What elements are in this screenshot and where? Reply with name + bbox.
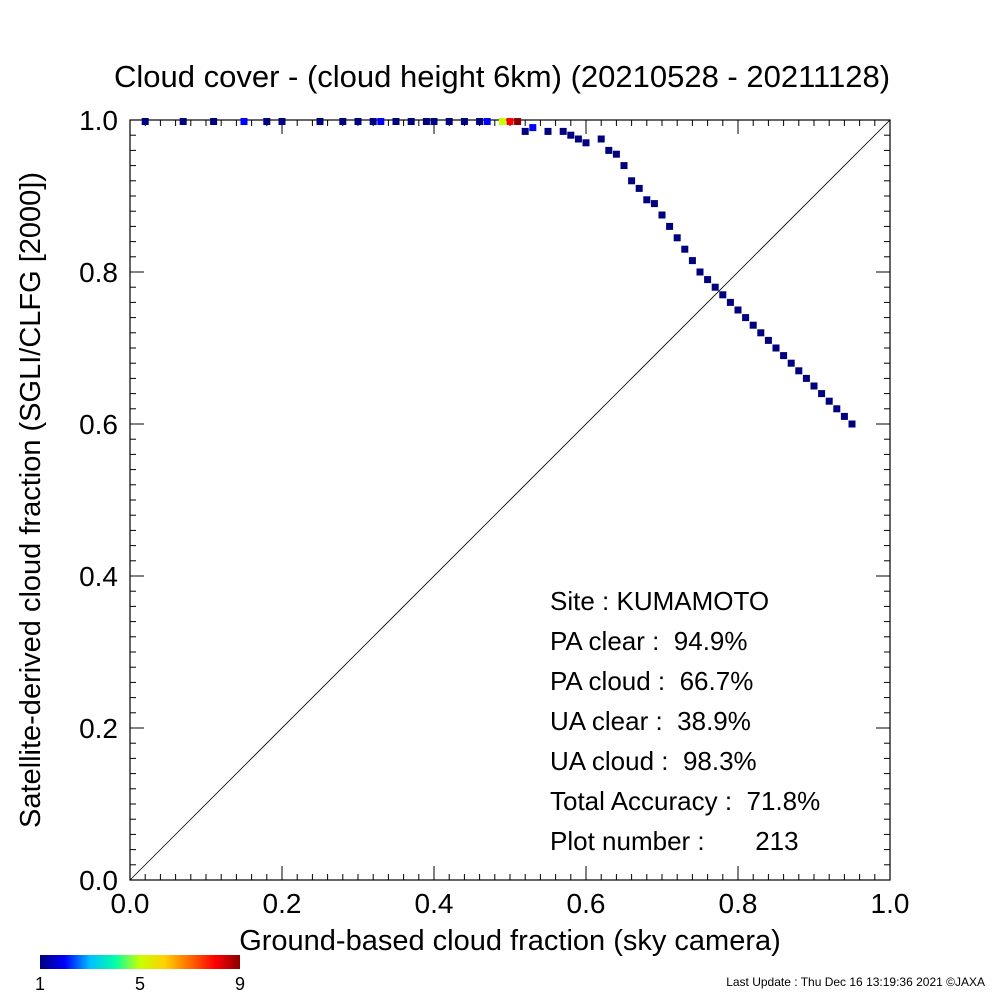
data-point xyxy=(210,118,218,126)
data-point xyxy=(278,118,286,126)
x-tick-label: 0.6 xyxy=(567,888,606,919)
data-point xyxy=(430,118,438,126)
data-point xyxy=(498,118,506,126)
y-tick-label: 0.8 xyxy=(79,257,118,288)
data-point xyxy=(711,283,719,291)
y-tick-label: 0.4 xyxy=(79,561,118,592)
data-point xyxy=(635,184,643,192)
x-axis-label: Ground-based cloud fraction (sky camera) xyxy=(239,925,781,957)
data-point xyxy=(514,118,522,126)
data-point xyxy=(628,177,636,185)
stats-line: PA clear : 94.9% xyxy=(550,626,748,656)
data-point xyxy=(749,321,757,329)
data-point xyxy=(559,127,567,135)
data-point xyxy=(734,306,742,314)
reference-line xyxy=(129,119,891,881)
y-tick-labels: 0.0 0.2 0.4 0.6 0.8 1.0 xyxy=(79,105,118,896)
data-point xyxy=(795,367,803,375)
x-tick-labels: 0.0 0.2 0.4 0.6 0.8 1.0 xyxy=(111,888,910,919)
stats-line: Total Accuracy : 71.8% xyxy=(550,786,820,816)
x-tick-label: 0.8 xyxy=(719,888,758,919)
footer-last-update: Last Update : Thu Dec 16 13:19:36 2021 ©… xyxy=(726,975,985,989)
data-point xyxy=(445,118,453,126)
data-point xyxy=(726,298,734,306)
data-point xyxy=(802,374,810,382)
data-point xyxy=(460,118,468,126)
x-tick-label: 0.4 xyxy=(415,888,454,919)
x-tick-label: 0.0 xyxy=(111,888,150,919)
axis-ticks xyxy=(129,119,891,881)
colorbar-labels: 1 5 9 xyxy=(35,974,245,994)
stats-line: UA cloud : 98.3% xyxy=(550,746,757,776)
y-axis-label: Satellite-derived cloud fraction (SGLI/C… xyxy=(15,172,47,828)
data-point xyxy=(643,196,651,204)
colorbar-tick-label: 9 xyxy=(235,974,245,994)
data-point xyxy=(141,118,149,126)
statistics-annotations: Site : KUMAMOTO PA clear : 94.9% PA cloud … xyxy=(550,586,820,856)
data-point xyxy=(574,135,582,143)
stats-line: PA cloud : 66.7% xyxy=(550,666,753,696)
stats-line: Plot number : 213 xyxy=(550,826,799,856)
data-point xyxy=(544,127,552,135)
data-point xyxy=(688,257,696,265)
data-point xyxy=(764,336,772,344)
data-point xyxy=(612,150,620,158)
data-point xyxy=(422,118,430,126)
data-point xyxy=(696,268,704,276)
data-point xyxy=(369,118,377,126)
data-point xyxy=(407,118,415,126)
colorbar-tick-label: 1 xyxy=(35,974,45,994)
data-point xyxy=(605,146,613,154)
data-point xyxy=(666,222,674,230)
y-tick-label: 0.0 xyxy=(79,865,118,896)
data-point xyxy=(567,131,575,139)
data-point xyxy=(658,211,666,219)
data-point xyxy=(263,118,271,126)
x-tick-label: 0.2 xyxy=(263,888,302,919)
data-point xyxy=(650,200,658,208)
data-point xyxy=(825,397,833,405)
data-point xyxy=(833,405,841,413)
data-point xyxy=(521,127,529,135)
y-tick-label: 0.6 xyxy=(79,409,118,440)
data-point xyxy=(719,291,727,299)
data-point xyxy=(840,412,848,420)
data-point xyxy=(681,245,689,253)
data-point xyxy=(620,162,628,170)
data-point xyxy=(787,359,795,367)
chart-title: Cloud cover - (cloud height 6km) (202105… xyxy=(114,59,890,94)
data-point xyxy=(780,352,788,360)
data-point xyxy=(673,234,681,242)
data-point xyxy=(757,329,765,337)
data-point xyxy=(704,276,712,284)
x-tick-label: 1.0 xyxy=(871,888,910,919)
stats-line: Site : KUMAMOTO xyxy=(550,586,769,616)
colorbar-tick-label: 5 xyxy=(135,974,145,994)
data-point xyxy=(476,118,484,126)
data-point xyxy=(818,390,826,398)
data-point xyxy=(483,118,491,126)
data-point xyxy=(339,118,347,126)
data-point xyxy=(240,118,248,126)
data-point xyxy=(597,135,605,143)
data-point xyxy=(848,420,856,428)
plot-area xyxy=(129,118,891,881)
stats-line: UA clear : 38.9% xyxy=(550,706,751,736)
data-point xyxy=(529,124,537,132)
data-point xyxy=(582,139,590,147)
data-point xyxy=(392,118,400,126)
data-point xyxy=(772,344,780,352)
data-point xyxy=(179,118,187,126)
data-point xyxy=(506,118,514,126)
data-point xyxy=(810,382,818,390)
data-point xyxy=(354,118,362,126)
y-tick-label: 1.0 xyxy=(79,105,118,136)
data-point xyxy=(377,118,385,126)
y-tick-label: 0.2 xyxy=(79,713,118,744)
colorbar xyxy=(40,955,240,969)
data-point xyxy=(742,314,750,322)
data-point xyxy=(316,118,324,126)
data-points xyxy=(141,118,856,428)
